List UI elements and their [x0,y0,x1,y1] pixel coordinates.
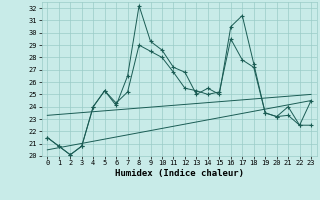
X-axis label: Humidex (Indice chaleur): Humidex (Indice chaleur) [115,169,244,178]
